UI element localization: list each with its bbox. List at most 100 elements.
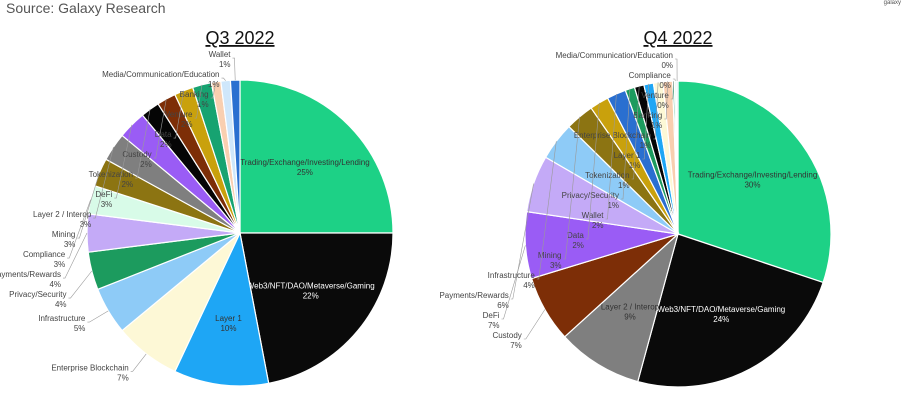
slice-label: Layer 2 / Interop: [601, 302, 660, 311]
slice-layer-2-interop: [563, 232, 680, 383]
slice-value: 2%: [572, 241, 584, 250]
slice-label: Data: [567, 231, 584, 240]
slice-label: Compliance: [629, 71, 672, 80]
source-note: Source: Galaxy Research: [6, 0, 166, 16]
slice-value: 1%: [651, 121, 663, 130]
leader-line: [77, 172, 100, 239]
slice-value: 25%: [297, 168, 313, 177]
slice-value: 22%: [303, 292, 319, 301]
leader-line: [194, 84, 203, 119]
slice-value: 3%: [80, 220, 92, 229]
slice-value: 7%: [488, 321, 500, 330]
slice-value: 1%: [607, 201, 619, 210]
leader-line: [605, 93, 617, 220]
slice-label: Infrastructure: [488, 271, 536, 280]
leader-line: [67, 199, 91, 259]
slice-label: Infrastructure: [38, 314, 86, 323]
leader-line: [87, 310, 109, 323]
slice-label: Venture: [165, 110, 193, 119]
slice-label: Compliance: [23, 250, 66, 259]
leader-line: [130, 353, 147, 372]
slice-value: 5%: [74, 324, 86, 333]
slice-value: 0%: [659, 81, 671, 90]
slice-layer-1: [174, 231, 270, 387]
slice-label: Tokenization: [585, 171, 629, 180]
leader-line: [114, 124, 133, 199]
leader-line: [173, 90, 184, 139]
slice-label: Wallet: [209, 50, 232, 59]
slice-label: Layer 2 / Interop: [33, 210, 92, 219]
slice-value: 6%: [497, 301, 509, 310]
leader-line: [642, 83, 649, 160]
slice-label: Trading/Exchange/Investing/Lending: [688, 170, 818, 179]
chart-title: Q3 2022: [205, 28, 274, 48]
slice-value: 2%: [592, 221, 604, 230]
leader-line: [153, 98, 167, 159]
slice-label: Venture: [641, 91, 669, 100]
slice-label: DeFi: [483, 311, 500, 320]
slice-web3-nft-dao-metaverse-gaming: [637, 233, 824, 388]
slice-value: 3%: [64, 240, 76, 249]
slice-label: Custody: [492, 331, 521, 340]
leader-line: [510, 183, 534, 300]
slice-value: 2%: [122, 180, 134, 189]
slice-value: 24%: [713, 315, 729, 324]
slice-value: 0%: [661, 61, 673, 70]
slice-label: Media/Communication/Education: [102, 70, 219, 79]
leader-line: [210, 81, 217, 99]
slice-value: 1%: [208, 80, 220, 89]
brand-logo-text: galaxy: [883, 0, 901, 6]
slice-trading-exchange-investing-lending: [239, 79, 394, 234]
pie-q4-2022: Q4 2022 Trading/Exchange/Investing/Lendin…: [439, 28, 832, 388]
leader-line: [523, 309, 546, 340]
slice-value: 3%: [101, 200, 113, 209]
leader-line: [621, 88, 631, 200]
slice-label: Enterprise Blockchain: [574, 131, 651, 140]
slice-value: 2%: [160, 140, 172, 149]
leader-line: [68, 270, 93, 299]
slice-label: Payments/Rewards: [439, 291, 508, 300]
slice-value: 2%: [181, 120, 193, 129]
slice-value: 10%: [220, 324, 236, 333]
slice-value: 30%: [744, 180, 760, 189]
slice-value: 2%: [140, 160, 152, 169]
slice-value: 7%: [510, 341, 522, 350]
slice-media-communication-education: [675, 80, 679, 235]
slice-value: 1%: [640, 141, 652, 150]
slice-value: 7%: [117, 373, 129, 382]
slice-label: Mining: [52, 230, 76, 239]
leader-line: [563, 116, 580, 260]
slice-value: 4%: [523, 281, 535, 290]
slice-label: DeFi: [95, 190, 112, 199]
slice-trading-exchange-investing-lending: [677, 80, 832, 284]
slice-value: 4%: [49, 280, 61, 289]
leader-line: [664, 81, 668, 120]
leader-line: [672, 78, 676, 82]
leader-line: [631, 85, 640, 180]
slice-value: 1%: [219, 60, 231, 69]
leader-line: [653, 82, 659, 140]
leader-line: [670, 81, 674, 100]
slice-label: Media/Communication/Education: [556, 51, 673, 60]
slice-label: Privacy/Security: [562, 191, 619, 200]
slice-value: 3%: [54, 260, 66, 269]
slice-label: Trading/Exchange/Investing/Lending: [240, 158, 370, 167]
slice-value: 0%: [657, 101, 669, 110]
slice-label: Mining: [538, 251, 562, 260]
slice-label: Web3/NFT/DAO/Metaverse/Gaming: [247, 282, 375, 291]
leader-line: [501, 245, 526, 320]
slice-value: 1%: [197, 100, 209, 109]
slice-web3-nft-dao-metaverse-gaming: [239, 232, 394, 384]
slice-value: 9%: [624, 312, 636, 321]
leader-line: [93, 146, 114, 219]
leader-line: [232, 57, 236, 81]
slice-label: Enterprise Blockchain: [51, 363, 128, 372]
slice-label: Layer 1: [215, 314, 242, 323]
leader-line: [536, 141, 557, 280]
slice-label: Banking: [633, 111, 662, 120]
leader-line: [135, 109, 151, 179]
slice-label: Web3/NFT/DAO/Metaverse/Gaming: [657, 305, 785, 314]
slice-value: 3%: [550, 261, 562, 270]
slice-label: Payments/Rewards: [0, 270, 61, 279]
